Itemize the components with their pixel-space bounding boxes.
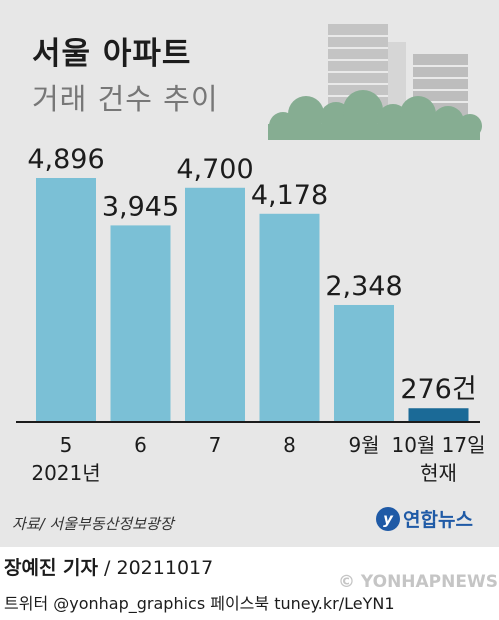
bar-5 (334, 304, 394, 422)
bar-value-label-1: 4,896 (27, 144, 104, 175)
publish-date: / 20211017 (98, 557, 214, 579)
bar-3 (185, 187, 245, 422)
chart-title: 서울 아파트 (32, 36, 192, 72)
data-source: 자료/ 서울부동산정보광장 (12, 515, 174, 533)
bar-1 (36, 178, 96, 422)
bar-2 (110, 225, 171, 422)
bar-value-label-4: 4,178 (251, 180, 328, 211)
x-tick-label-6: 10월 17일 (391, 433, 485, 457)
x-tick-label-3: 7 (209, 433, 222, 457)
reporter-credit: 장예진 기자 / 20211017 (4, 553, 213, 580)
reporter-name: 장예진 기자 (4, 557, 99, 579)
watermark: © YONHAPNEWS (338, 572, 498, 592)
x-tick-label-2: 6 (134, 433, 147, 457)
x-tick-label-4: 8 (283, 433, 296, 457)
bar-chart: 4,896 5 2021년 3,945 6 4,700 7 4,178 8 2,348 9월 276건… (16, 144, 486, 485)
x-tick-label-5: 9월 (348, 433, 379, 457)
yonhap-logo-icon: y (376, 506, 400, 531)
yonhap-logo-text: 연합뉴스 (403, 509, 473, 531)
yonhap-logo: y 연합뉴스 (376, 505, 473, 532)
apartment-buildings-illustration (268, 24, 482, 140)
bar-value-label-2: 3,945 (102, 191, 179, 222)
x-tick-label-1: 5 (60, 433, 73, 457)
bar-6 (408, 408, 469, 422)
social-links: 트위터 @yonhap_graphics 페이스북 tuney.kr/LeYN1 (4, 594, 395, 613)
bar-4 (259, 213, 320, 422)
x-tick-sublabel-6: 현재 (420, 461, 457, 485)
bar-value-label-5: 2,348 (325, 271, 402, 302)
x-tick-sublabel-1: 2021년 (31, 461, 100, 485)
bar-value-label-6: 276건 (400, 374, 476, 405)
chart-subtitle: 거래 건수 추이 (32, 82, 219, 116)
bar-value-label-3: 4,700 (176, 154, 253, 185)
